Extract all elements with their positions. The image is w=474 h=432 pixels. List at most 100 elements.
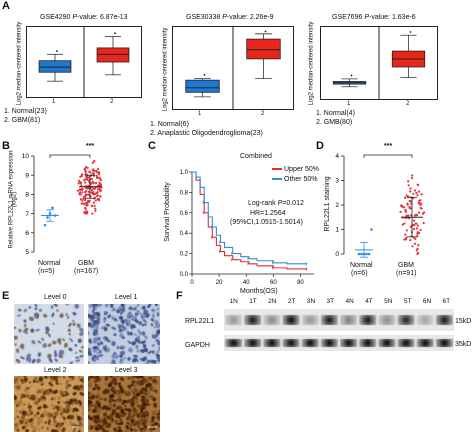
y-tick-label: 6: [25, 230, 29, 237]
box-body: [246, 38, 281, 60]
km-curve-upper: [192, 171, 308, 270]
y-tick-label: 0.6: [180, 211, 189, 217]
chart-a1-plot: [38, 26, 130, 98]
data-point-gbm: [97, 171, 101, 174]
ihc-image-level1: [88, 304, 160, 364]
data-point-gbm: [409, 200, 413, 203]
panel-c-title: Combined: [240, 153, 272, 160]
data-point-gbm: [416, 232, 419, 236]
data-point-gbm: [96, 170, 99, 174]
data-point-gbm: [403, 222, 406, 225]
data-point-gbm: [412, 228, 416, 231]
data-point-gbm: [414, 237, 417, 241]
data-point-gbm: [422, 221, 425, 225]
panel-c-hr: HR=1.2564: [250, 210, 286, 217]
chart-a2-legend-1: 1. Normal(6): [150, 121, 189, 128]
band-size-35kd: 35kD: [455, 341, 472, 348]
data-point-gbm: [416, 194, 419, 197]
x-tick-label: 80: [297, 280, 304, 286]
logrank-value: =0.012: [282, 200, 304, 207]
data-point-gbm: [99, 195, 102, 198]
data-point-gbm: [92, 201, 95, 204]
legend-upper-label: Upper 50%: [284, 166, 320, 173]
ihc-image-level3: [88, 376, 160, 432]
x-tick-label: 40: [243, 280, 250, 286]
data-point-gbm: [405, 214, 408, 217]
y-tick-label: 5: [25, 249, 29, 256]
panel-e-level3: Level 3: [115, 367, 138, 374]
data-point-gbm: [86, 176, 89, 179]
data-point-gbm: [83, 195, 86, 198]
y-tick-label: 0.8: [180, 190, 189, 196]
data-point-gbm: [94, 187, 97, 190]
data-point-gbm: [411, 174, 414, 177]
data-point-gbm: [96, 167, 100, 171]
y-tick-label: 0.4: [180, 231, 189, 237]
data-point-gbm: [84, 202, 87, 205]
data-point-gbm: [94, 199, 97, 202]
data-point-gbm: [90, 204, 93, 207]
data-point-gbm: [404, 210, 407, 213]
box-body: [96, 47, 130, 63]
data-point-gbm: [98, 173, 101, 176]
data-point-gbm: [84, 190, 88, 193]
data-point-gbm: [417, 202, 420, 205]
significance-bracket: [363, 154, 413, 158]
panel-d-group-gbm: GBM: [398, 262, 414, 269]
data-point-gbm: [94, 181, 98, 184]
band-label-rpl22l1: RPL22L1: [185, 318, 215, 325]
data-point-gbm: [96, 188, 100, 191]
panel-d-plot: 0 1 2 3 4: [335, 153, 426, 258]
lane-label-1t: 1T: [249, 298, 257, 305]
data-point-gbm: [416, 252, 419, 256]
data-point-gbm: [79, 175, 82, 178]
panel-c-logrank: Log-rank P=0.012: [248, 200, 304, 208]
data-point-gbm: [419, 206, 422, 210]
x-tick-label: 60: [270, 280, 277, 286]
data-point-gbm: [84, 193, 88, 196]
panel-d-ylabel: RPL22L1 staining: [324, 176, 331, 232]
data-point-gbm: [84, 165, 88, 169]
panel-b-group-normal: Normal: [38, 260, 61, 267]
data-point-gbm: [95, 174, 98, 177]
box-outlier: [114, 32, 116, 35]
data-point-gbm: [83, 198, 86, 201]
lane-label-6t: 6T: [442, 298, 451, 305]
panel-d-group-gbm-n: (n=91): [396, 270, 417, 277]
logrank-prefix: Log-rank: [248, 200, 278, 207]
data-point-normal: [370, 228, 373, 231]
data-point-gbm: [96, 198, 99, 201]
chart-a3-title: GSE7696 P-value: 1.63e-6: [332, 14, 416, 22]
western-blot-gapdh: [224, 335, 454, 351]
panel-b-group-gbm-n: (n=167): [74, 268, 99, 275]
data-point-gbm: [405, 194, 408, 197]
data-point-gbm: [414, 222, 417, 225]
data-point-gbm: [405, 236, 408, 239]
y-tick-label: 7: [25, 211, 29, 218]
data-point-gbm: [96, 191, 99, 194]
y-tick-label: 8: [25, 192, 29, 199]
data-point-gbm: [84, 207, 87, 210]
panel-c-xlabel: Months(OS): [240, 288, 278, 295]
data-point-gbm: [93, 169, 96, 173]
data-point-gbm: [91, 161, 95, 164]
y-tick-label: 10: [22, 153, 30, 160]
data-point-gbm: [402, 206, 406, 209]
y-tick-label: 2: [335, 202, 339, 209]
data-point-gbm: [88, 200, 91, 203]
data-point-gbm: [414, 213, 418, 216]
data-point-gbm: [416, 183, 419, 186]
panel-e-level0: Level 0: [44, 294, 67, 301]
panel-e-level1: Level 1: [115, 294, 138, 301]
data-point-gbm: [81, 191, 84, 194]
x-tick-label: 20: [216, 280, 223, 286]
y-tick-label: 0: [335, 251, 339, 258]
data-point-normal: [43, 223, 47, 227]
data-point-gbm: [92, 193, 95, 196]
data-point-gbm: [416, 247, 419, 251]
panel-c-legend-upper: Upper 50%: [272, 166, 319, 174]
lane-label-5n: 5N: [384, 298, 393, 305]
panel-c-plot: 1.0 0.8 0.6 0.4 0.2 0.00 20 40 60 80: [180, 170, 314, 286]
data-point-gbm: [93, 160, 96, 163]
panel-d-group-normal: Normal: [350, 262, 373, 269]
